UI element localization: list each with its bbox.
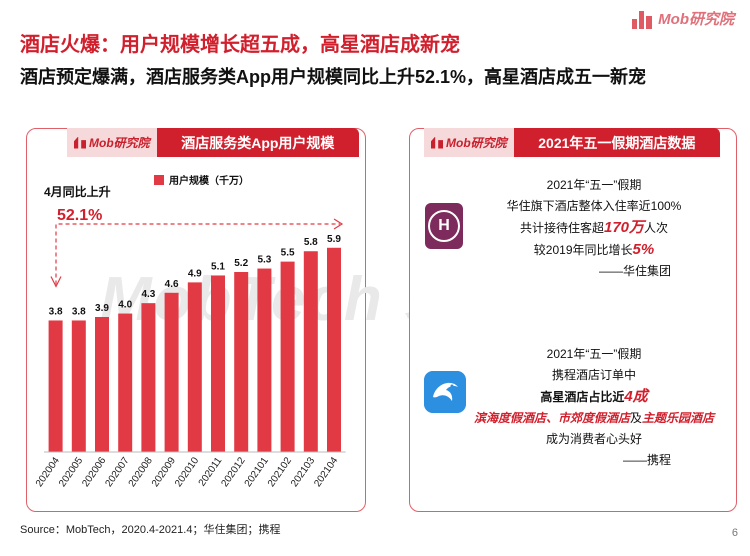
data-label-202101: 5.3	[257, 255, 271, 266]
chart-bar-202011	[211, 275, 225, 452]
ctrip-line-3: 高星酒店占比近4成	[540, 388, 648, 405]
chart-bar-202103	[303, 251, 318, 452]
mob-logo-icon	[431, 136, 443, 149]
ctrip-line-5: 成为消费者心头好	[545, 432, 642, 446]
data-label-202012: 5.2	[234, 258, 248, 269]
chart-bar-202012	[234, 272, 249, 452]
huazhu-line-1: 2021年“五一”假期	[546, 178, 642, 192]
trend-arrowhead-down	[50, 276, 62, 288]
ctrip-line-2: 携程酒店订单中	[551, 368, 636, 382]
growth-label: 4月同比上升	[44, 185, 111, 199]
ctrip-block: 2021年“五一”假期 携程酒店订单中 高星酒店占比近4成 滨海度假酒店、市郊度…	[459, 344, 729, 471]
header-logo-text: Mob研究院	[89, 136, 150, 150]
huazhu-line-3: 共计接待住客超170万人次	[519, 219, 669, 236]
header-logo: Mob研究院	[424, 128, 514, 157]
x-tick-202010: 202010	[173, 455, 201, 489]
huazhu-logo-icon: H	[425, 203, 463, 249]
chart-bar-202101	[257, 268, 272, 452]
brand-name: Mob研究院	[658, 11, 734, 28]
header-logo: Mob研究院	[67, 128, 157, 157]
data-label-202008: 4.3	[141, 289, 155, 300]
brand-mark-icon	[632, 9, 654, 29]
right-panel-title: 2021年五一假期酒店数据	[538, 134, 696, 151]
data-label-202011: 5.1	[211, 261, 225, 272]
data-label-202104: 5.9	[327, 234, 341, 245]
growth-value: 52.1%	[57, 207, 103, 224]
right-panel-header: Mob研究院 2021年五一假期酒店数据	[424, 128, 720, 157]
chart-bar-202006	[95, 317, 109, 452]
data-label-202006: 3.9	[95, 303, 109, 314]
ctrip-line-4: 滨海度假酒店、市郊度假酒店及主题乐园酒店	[473, 411, 715, 425]
ctrip-line-1: 2021年“五一”假期	[546, 347, 642, 361]
ctrip-signature: ——携程	[622, 453, 671, 467]
data-label-202102: 5.5	[281, 248, 295, 259]
chart-bar-202104	[327, 247, 341, 452]
chart-bar-202005	[71, 320, 86, 452]
data-label-202103: 5.8	[304, 237, 318, 248]
chart-bar-202007	[118, 313, 133, 452]
x-tick-202104: 202104	[312, 455, 340, 489]
legend-swatch	[154, 174, 164, 185]
chart-legend: 用户规模（千万）	[154, 172, 249, 187]
huazhu-signature: ——华住集团	[598, 264, 671, 278]
trend-arrowhead-right	[333, 218, 344, 230]
chart-bar-202009	[164, 292, 179, 452]
huazhu-line-2: 华住旗下酒店整体入住率近100%	[506, 199, 682, 213]
header-logo-text: Mob研究院	[446, 136, 507, 150]
left-panel-title: 酒店服务类App用户规模	[181, 134, 335, 151]
chart-bar-202008	[141, 303, 156, 452]
legend-label: 用户规模（千万）	[169, 176, 249, 187]
data-label-202009: 4.6	[165, 279, 179, 290]
page-subtitle: 酒店预定爆满，酒店服务类App用户规模同比上升52.1%，高星酒店成五一新宠	[20, 67, 647, 87]
brand-logo: Mob研究院	[632, 8, 734, 29]
page-title: 酒店火爆：用户规模增长超五成，高星酒店成新宠	[20, 34, 460, 56]
right-panel: Mob研究院 2021年五一假期酒店数据	[409, 128, 737, 512]
ctrip-share-value: 4成	[624, 388, 648, 405]
chart-bar-202004	[48, 320, 63, 452]
source-note: Source：MobTech，2020.4-2021.4；华住集团；携程	[20, 524, 281, 536]
left-panel-header: Mob研究院 酒店服务类App用户规模	[67, 128, 359, 157]
data-label-202005: 3.8	[72, 306, 86, 317]
chart-bar-202010	[187, 282, 202, 452]
data-label-202010: 4.9	[188, 268, 202, 279]
huazhu-line-4: 较2019年同比增长5%	[533, 241, 655, 258]
data-label-202004: 3.8	[49, 306, 63, 317]
huazhu-growth-value: 5%	[632, 241, 655, 258]
chart-bar-202102	[280, 261, 295, 452]
data-label-202007: 4.0	[118, 300, 132, 311]
huazhu-block: 2021年“五一”假期 华住旗下酒店整体入住率近100% 共计接待住客超170万…	[459, 175, 729, 282]
huazhu-guests-value: 170万	[603, 219, 645, 236]
ctrip-dolphin-icon	[424, 371, 466, 413]
page-number: 6	[731, 527, 738, 539]
